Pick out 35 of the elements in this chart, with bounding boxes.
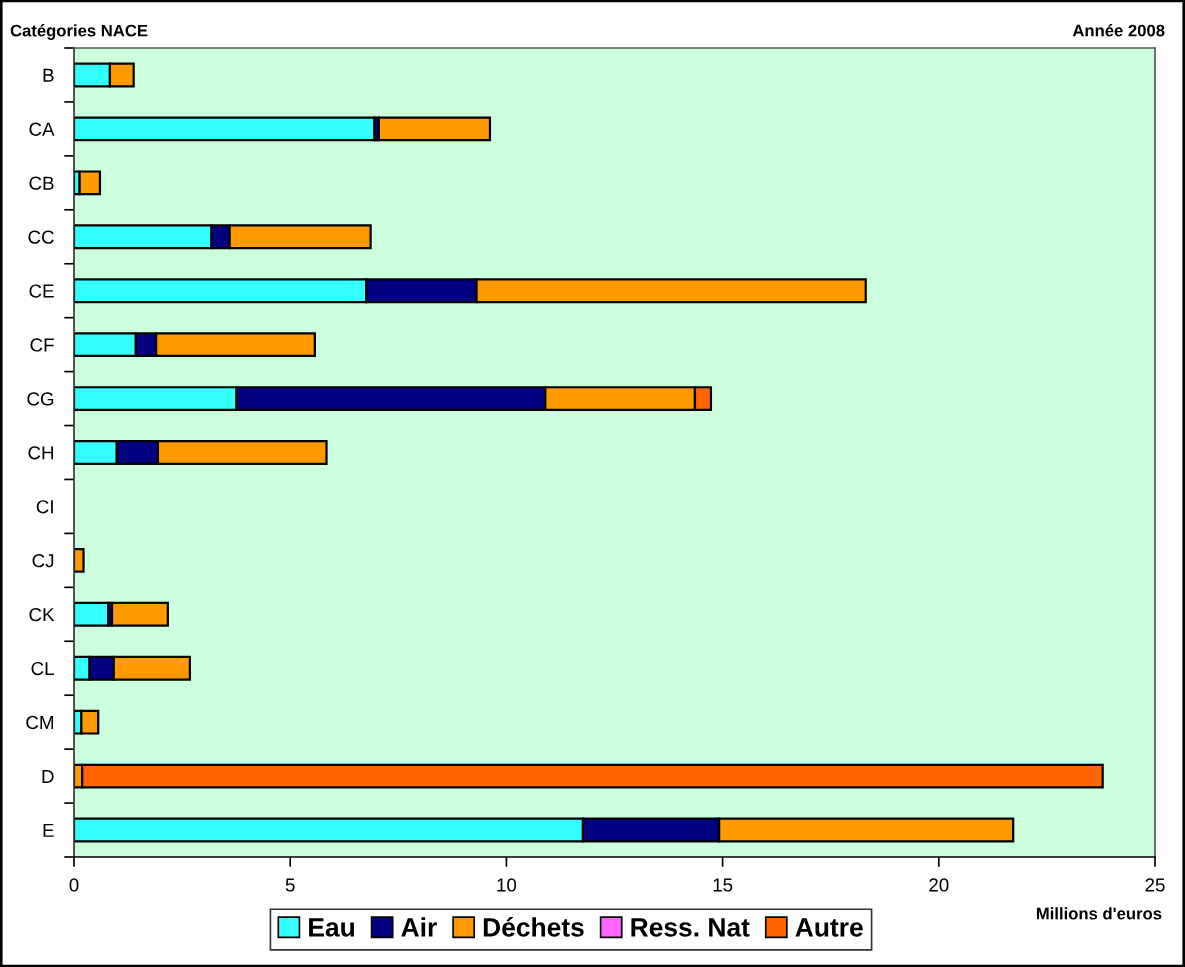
y-tick-label: CC — [28, 230, 54, 244]
bar — [74, 116, 376, 142]
bar — [74, 547, 85, 573]
y-axis-title: Catégories NACE — [10, 24, 148, 40]
x-tick-label: 0 — [69, 878, 79, 892]
legend-label: Autre — [795, 918, 863, 937]
y-tick-label: B — [43, 68, 54, 82]
legend-label: Déchets — [483, 917, 584, 937]
y-tick-label: CL — [31, 661, 54, 676]
legend-label: Ress. Nat — [631, 918, 750, 937]
y-tick-label: CA — [29, 122, 55, 136]
bar — [110, 601, 169, 627]
y-tick-label: D — [42, 769, 54, 783]
y-tick-label: CH — [28, 446, 54, 460]
y-tick-label: CF — [30, 338, 54, 352]
x-tick-label: 10 — [497, 878, 517, 892]
y-tick-label: CB — [29, 176, 54, 190]
y-tick-label: CG — [27, 392, 54, 406]
bar — [78, 170, 102, 196]
bar — [74, 601, 110, 627]
y-tick-label: E — [43, 823, 54, 837]
y-tick-label: CI — [36, 500, 53, 514]
legend-label: Eau — [309, 918, 355, 937]
bar — [377, 116, 492, 142]
x-tick-label: 25 — [1145, 878, 1165, 892]
x-axis-title: Millions d'euros — [1036, 907, 1162, 920]
x-tick-label: 5 — [285, 878, 295, 892]
x-tick-label: 20 — [929, 878, 949, 892]
legend-label: Air — [401, 917, 437, 937]
y-tick-label: CE — [29, 284, 54, 298]
y-tick-label: CK — [29, 608, 55, 622]
x-tick-label: 15 — [713, 878, 733, 892]
y-tick-label: CM — [26, 715, 54, 730]
chart-title: Année 2008 — [1072, 24, 1165, 37]
y-tick-label: CJ — [32, 554, 54, 568]
